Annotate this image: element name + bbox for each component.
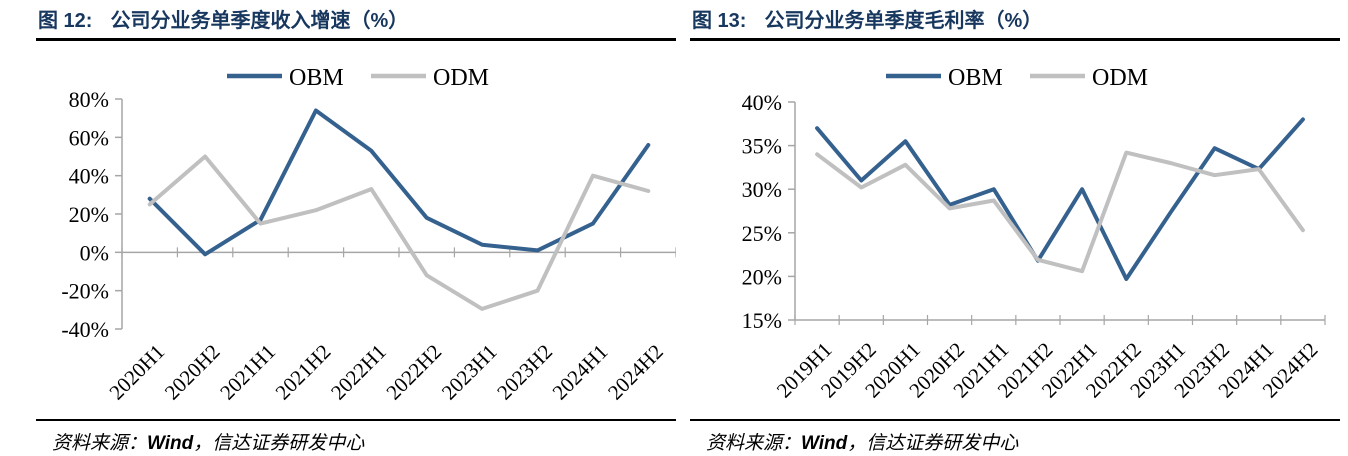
y-tick-label: 30%: [742, 177, 782, 202]
legend-label-obm: OBM: [948, 65, 1003, 91]
legend-label-odm: ODM: [1092, 65, 1148, 91]
source-wind: Wind: [147, 433, 194, 454]
legend: OBM ODM: [886, 65, 1148, 91]
figure-title: 公司分业务单季度毛利率（%）: [764, 10, 1043, 32]
y-tick-label: 20%: [69, 202, 109, 227]
y-tick-label: 20%: [742, 264, 782, 289]
y-tick-label: 40%: [69, 164, 109, 189]
figure-label: 图 12:: [38, 10, 93, 32]
gross-margin-line-chart: 15%20%25%30%35%40%2019H12019H22020H12020…: [742, 65, 1326, 402]
source-rest: ，信达证券研发中心: [193, 433, 365, 454]
legend-label-obm: OBM: [289, 65, 344, 91]
series-line-obm: [815, 117, 1305, 281]
figure-title: 公司分业务单季度收入增速（%）: [110, 10, 409, 32]
figure-13: 图 13: 公司分业务单季度毛利率（%） 15% 20% 25% 30% 35% 40% 2…: [690, 0, 1340, 456]
figure-13-source: 资料来源：Wind，信达证券研发中心: [690, 419, 1340, 455]
figure-12-source: 资料来源：Wind，信达证券研发中心: [36, 419, 676, 455]
y-tick-label: -20%: [61, 279, 109, 304]
figure-13-header: 图 13: 公司分业务单季度毛利率（%）: [690, 0, 1340, 41]
y-tick-label: -40%: [61, 317, 109, 342]
source-label: 资料来源：: [706, 433, 802, 454]
x-tick-label: 2021H2: [271, 340, 336, 405]
x-tick-label: 2022H1: [326, 340, 391, 405]
y-tick-label: 35%: [742, 134, 782, 159]
x-tick-label: 2020H1: [104, 340, 169, 405]
y-tick-label: 0%: [80, 240, 109, 265]
figure-12: 图 12: 公司分业务单季度收入增速（%） -40% -20% 0% 20% 40% 60…: [36, 0, 676, 456]
x-tick-label: 2020H2: [160, 340, 225, 405]
x-tick-label: 2024H2: [603, 340, 668, 405]
x-tick-label: 2023H2: [492, 340, 557, 405]
x-tick-label: 2022H2: [381, 340, 446, 405]
x-tick-label: 2021H1: [215, 340, 280, 405]
source-rest: ，信达证券研发中心: [847, 433, 1019, 454]
legend: OBM ODM: [227, 65, 489, 91]
y-tick-label: 15%: [742, 308, 782, 333]
x-tick-label: 2024H1: [548, 340, 613, 405]
y-tick-label: 80%: [69, 87, 109, 112]
y-tick-label: 40%: [742, 90, 782, 115]
revenue-growth-line-chart: -40% -20% 0% 20% 40% 60% 80% 2020H12020H22021H1…: [61, 65, 676, 405]
series-line-odm: [815, 150, 1305, 274]
figure-12-header: 图 12: 公司分业务单季度收入增速（%）: [36, 0, 676, 41]
y-tick-label: 25%: [742, 221, 782, 246]
figure-label: 图 13:: [692, 10, 747, 32]
x-tick-label: 2023H1: [437, 340, 502, 405]
source-label: 资料来源：: [52, 433, 148, 454]
series-line-odm: [147, 154, 651, 311]
source-wind: Wind: [801, 433, 848, 454]
legend-label-odm: ODM: [433, 65, 489, 91]
y-tick-label: 60%: [69, 125, 109, 150]
